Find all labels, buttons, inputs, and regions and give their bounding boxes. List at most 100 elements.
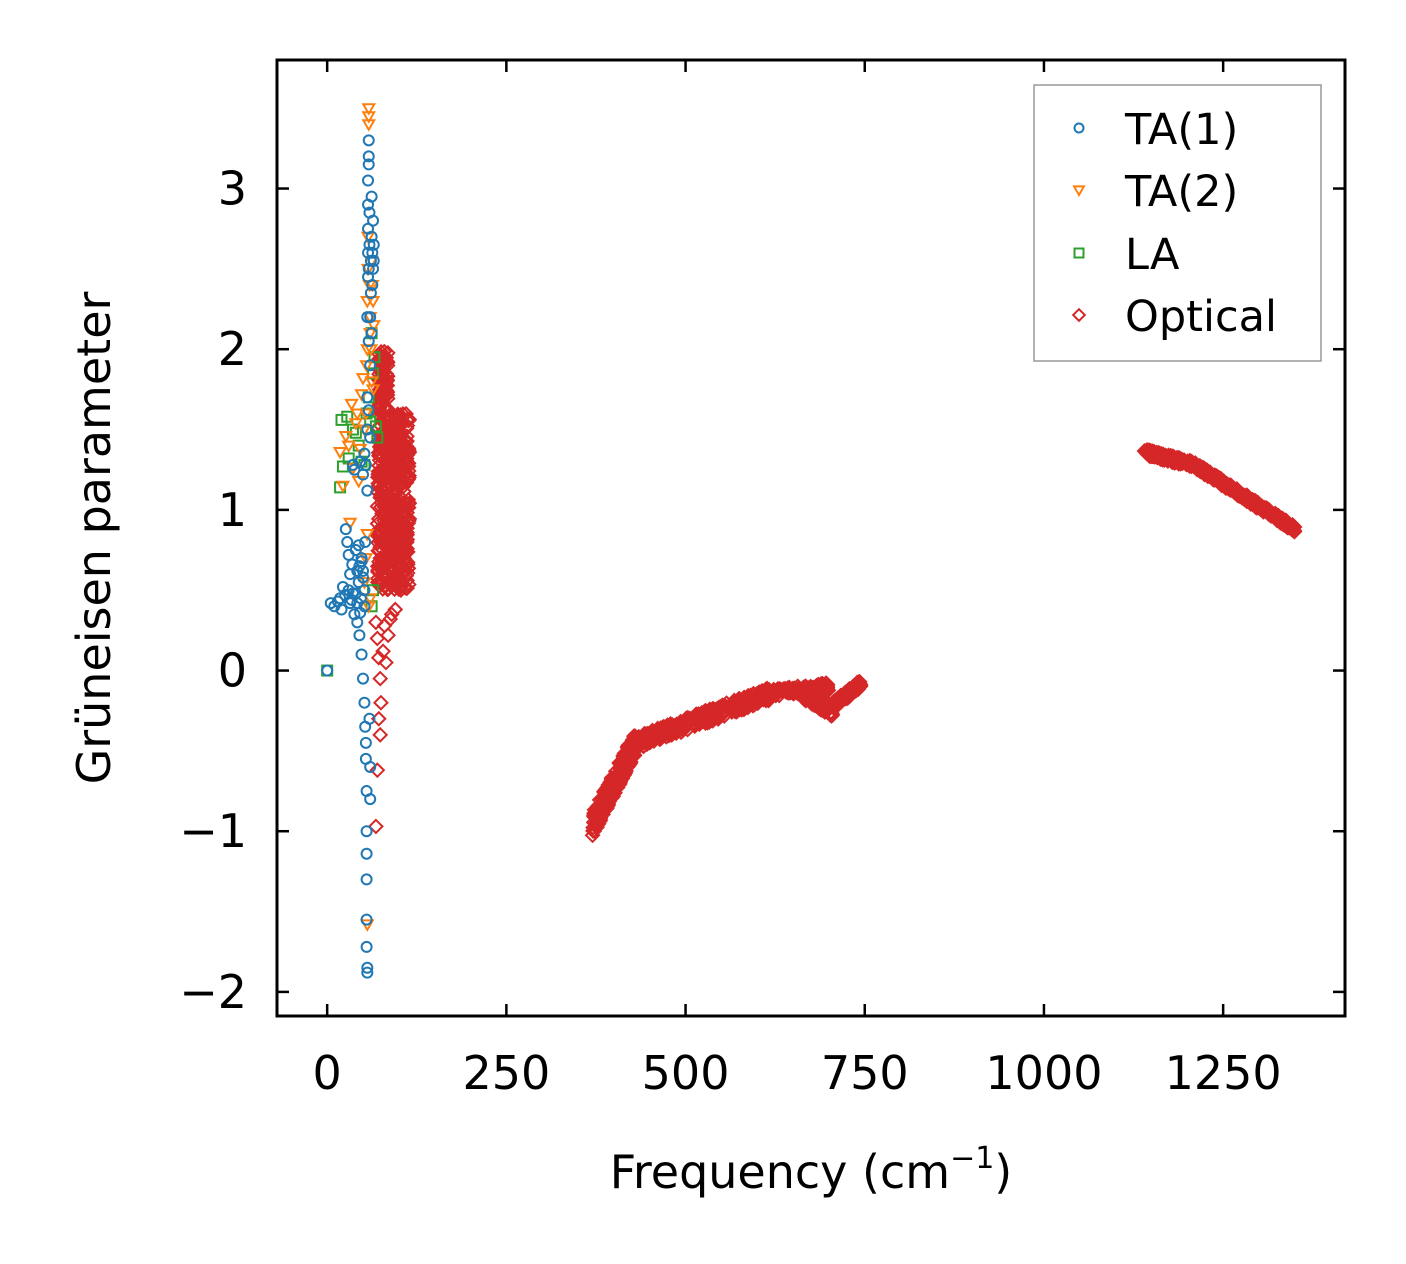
data-point-ta-1 — [366, 246, 379, 259]
data-point-optical — [627, 740, 644, 757]
data-point-ta-1 — [362, 158, 375, 171]
data-point-ta-2 — [365, 384, 381, 397]
data-point-optical — [747, 692, 764, 709]
data-point-optical — [619, 753, 636, 770]
data-point-optical — [589, 811, 606, 828]
data-point-optical — [693, 704, 710, 721]
data-point-ta-1 — [341, 536, 354, 549]
data-point-ta-1 — [355, 648, 368, 661]
data-point-optical — [852, 677, 869, 694]
data-point-optical — [1165, 451, 1182, 467]
legend-label-ta1: TA(1) — [1124, 105, 1238, 155]
data-point-ta-1 — [362, 150, 375, 163]
data-point-ta-1 — [363, 712, 376, 725]
data-point-optical — [663, 725, 680, 742]
data-point-optical — [1200, 467, 1217, 484]
data-point-optical — [379, 553, 395, 570]
data-point-optical — [368, 818, 384, 835]
data-point-ta-1 — [339, 523, 352, 536]
data-point-optical — [399, 556, 416, 573]
x-tick-label: 500 — [642, 1046, 730, 1100]
data-point-optical — [800, 684, 817, 701]
data-point-ta-1 — [365, 190, 378, 203]
data-point-ta-1 — [360, 873, 373, 886]
legend-marker-ta-2 — [1072, 185, 1086, 197]
data-point-optical — [383, 606, 400, 623]
data-point-optical — [378, 654, 394, 671]
data-point-optical — [392, 465, 409, 482]
data-point-la — [341, 410, 354, 423]
data-point-optical — [391, 488, 407, 504]
legend-marker-la — [1073, 247, 1085, 259]
data-point-optical — [385, 539, 402, 556]
data-point-optical — [389, 479, 406, 495]
x-tick-label: 750 — [821, 1046, 909, 1100]
data-point-optical — [1227, 484, 1244, 501]
data-point-ta-1 — [360, 825, 373, 838]
data-point-optical — [379, 431, 396, 448]
data-point-ta-1 — [344, 597, 357, 610]
x-tick-label: 1250 — [1165, 1046, 1282, 1100]
data-point-optical — [695, 705, 712, 721]
data-point-ta-1 — [367, 262, 380, 275]
data-point-ta-1 — [363, 238, 376, 251]
data-point-ta-1 — [348, 463, 361, 476]
data-point-optical — [370, 649, 387, 666]
data-point-optical — [370, 475, 387, 492]
data-point-ta-2 — [361, 111, 376, 124]
data-point-ta-1 — [335, 603, 348, 616]
data-point-optical — [607, 777, 624, 793]
data-point-ta-1 — [357, 564, 370, 577]
data-point-optical — [699, 704, 716, 720]
data-point-optical — [1260, 502, 1277, 519]
data-point-ta-2 — [354, 389, 369, 402]
data-point-optical — [674, 720, 691, 737]
data-point-ta-1 — [361, 484, 374, 497]
data-point-ta-1 — [357, 571, 370, 584]
data-point-optical — [1254, 498, 1270, 515]
data-point-ta-2 — [341, 440, 356, 454]
data-point-ta-1 — [348, 608, 361, 621]
data-point-optical — [372, 670, 389, 687]
data-point-ta-1 — [357, 672, 370, 685]
data-point-optical — [382, 549, 399, 565]
data-point-optical — [398, 467, 415, 484]
series-ta-1 — [321, 134, 380, 979]
y-tick-label: −2 — [179, 965, 247, 1019]
data-point-optical — [769, 681, 786, 697]
y-tick-label: 0 — [218, 644, 247, 698]
data-point-ta-1 — [360, 940, 373, 953]
data-point-ta-2 — [350, 408, 365, 421]
data-point-ta-1 — [321, 664, 334, 677]
data-point-optical — [660, 722, 677, 739]
data-point-ta-1 — [361, 961, 374, 974]
data-point-ta-1 — [359, 458, 372, 471]
data-point-optical — [649, 720, 666, 737]
data-point-optical — [392, 416, 409, 433]
data-point-ta-1 — [362, 335, 375, 348]
data-point-ta-1 — [361, 423, 374, 436]
y-tick-label: 3 — [218, 162, 247, 216]
data-point-ta-1 — [358, 584, 371, 597]
data-point-optical — [786, 681, 803, 698]
x-tick-label: 0 — [313, 1046, 342, 1100]
data-point-optical — [369, 762, 386, 779]
data-point-optical — [388, 484, 405, 501]
data-point-optical — [370, 447, 387, 464]
data-point-ta-2 — [355, 373, 371, 386]
data-point-ta-2 — [360, 528, 375, 542]
data-point-ta-1 — [361, 391, 374, 404]
data-point-optical — [1193, 460, 1210, 476]
x-tick-label: 1000 — [985, 1046, 1102, 1100]
data-point-optical — [600, 797, 617, 813]
data-point-optical — [802, 694, 818, 710]
data-point-optical — [596, 783, 613, 800]
data-point-optical — [400, 440, 417, 457]
y-tick-label: −1 — [179, 804, 247, 858]
data-point-ta-1 — [364, 760, 377, 773]
data-point-ta-1 — [353, 629, 366, 642]
data-point-ta-1 — [365, 230, 378, 243]
data-point-optical — [1187, 455, 1204, 471]
data-point-optical — [400, 412, 417, 429]
data-point-ta-2 — [361, 103, 376, 116]
